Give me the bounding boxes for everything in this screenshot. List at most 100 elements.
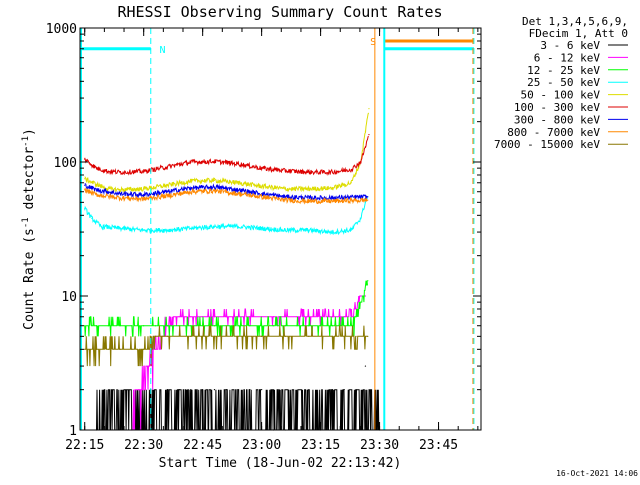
data-point [107,348,109,350]
data-point [249,325,251,327]
data-point [284,196,286,198]
data-point [202,389,204,391]
legend-label-7: 800 - 7000 keV [507,126,600,139]
series-7 [84,187,369,205]
data-point [143,229,145,231]
series-line-7 [84,187,368,205]
data-point [107,188,109,190]
data-point [131,325,133,327]
legend-header-1: Det 1,3,4,5,6,9, [522,15,628,28]
data-point [367,280,369,282]
chart-title: RHESSI Observing Summary Count Rates [117,3,442,21]
data-point [272,325,275,327]
data-point [367,196,369,198]
axis-layer: 22:15 22:30 22:45 23:00 23:15 23:30 23:45 1 10 10… [46,22,481,453]
data-point [364,146,367,148]
series-line-4 [84,112,370,194]
data-point [308,200,310,202]
data-point [367,335,369,337]
data-point [143,198,145,200]
data-point [355,389,357,391]
data-point [84,348,86,350]
data-point [166,389,168,391]
data-point [284,229,286,231]
data-point [364,365,367,367]
data-point [237,325,239,327]
data-point [213,179,216,181]
data-point [84,178,86,180]
series-layer [84,108,381,431]
data-point [84,325,86,327]
data-point [107,170,109,173]
data-point [84,158,86,160]
data-point [284,170,286,172]
data-point [331,187,333,189]
data-point [343,316,345,318]
legend-label-0: 3 - 6 keV [540,39,600,52]
data-point [308,197,310,199]
legend-label-5: 100 - 300 keV [514,101,600,114]
night-label: N [159,45,165,56]
y-tick-label-2: 100 [54,156,77,171]
data-point [95,189,98,191]
y-tick-label-1: 10 [61,290,77,305]
legend-label-8: 7000 - 15000 keV [494,138,600,151]
data-point [249,389,251,391]
data-point [84,184,86,186]
data-point [154,335,157,337]
data-point [190,325,192,327]
series-line-6 [84,183,368,202]
data-point [138,389,140,391]
data-point [119,197,121,199]
data-point [190,389,192,391]
data-point [190,187,192,189]
series-line-3 [84,196,368,236]
data-point [119,171,121,173]
data-point [154,348,157,350]
x-tick-label-0: 22:15 [65,438,104,453]
data-point [261,325,263,327]
data-point [213,389,216,391]
data-point [331,335,333,337]
data-point [364,201,367,203]
data-point [119,325,121,327]
data-point [119,189,121,191]
data-point [284,188,286,190]
data-point [331,316,333,318]
data-point [119,193,121,195]
data-point [261,335,263,337]
data-point [213,335,216,337]
x-tick-label-5: 23:30 [360,438,399,453]
x-tick-label-1: 22:30 [124,438,163,453]
data-point [296,325,298,327]
data-point [284,199,286,201]
data-point [350,182,352,184]
data-point [368,134,370,136]
data-point [308,335,310,337]
data-point [166,166,168,168]
data-point [166,325,168,327]
data-point [320,325,322,327]
data-point [367,199,369,201]
legend-label-4: 50 - 100 keV [521,89,601,102]
data-point [343,389,345,391]
data-point [166,184,168,186]
data-point [202,325,204,327]
data-point [261,196,263,198]
data-point [364,295,367,297]
data-point [95,183,98,186]
data-point [350,168,352,171]
data-point [95,194,98,196]
data-point [331,171,333,173]
data-point [190,180,192,182]
series-6 [84,183,369,202]
legend-header-2: FDecim 1, Att 0 [529,27,628,40]
data-point [213,186,216,188]
legend: Det 1,3,4,5,6,9, FDecim 1, Att 0 3 - 6 k… [494,15,628,151]
x-tick-label-2: 22:45 [183,438,222,453]
data-point [331,197,333,199]
data-point [331,325,333,327]
data-point [237,189,239,191]
data-point [143,194,145,196]
